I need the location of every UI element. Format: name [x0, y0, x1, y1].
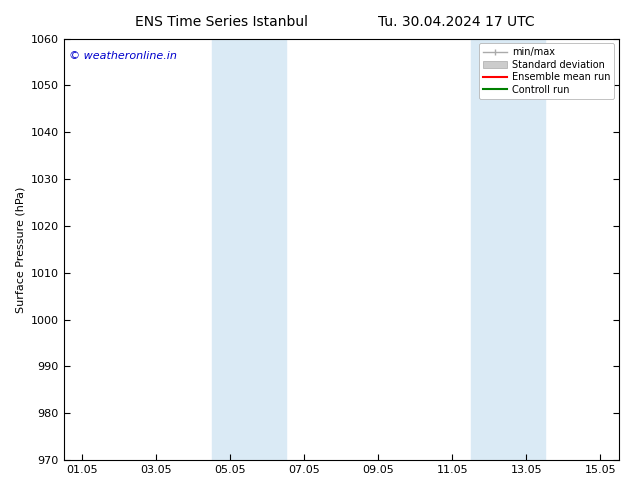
- Y-axis label: Surface Pressure (hPa): Surface Pressure (hPa): [15, 186, 25, 313]
- Text: ENS Time Series Istanbul: ENS Time Series Istanbul: [136, 15, 308, 29]
- Bar: [471, 39, 545, 460]
- Legend: min/max, Standard deviation, Ensemble mean run, Controll run: min/max, Standard deviation, Ensemble me…: [479, 44, 614, 98]
- Text: Tu. 30.04.2024 17 UTC: Tu. 30.04.2024 17 UTC: [378, 15, 535, 29]
- Bar: [212, 39, 286, 460]
- Text: © weatheronline.in: © weatheronline.in: [69, 51, 177, 61]
